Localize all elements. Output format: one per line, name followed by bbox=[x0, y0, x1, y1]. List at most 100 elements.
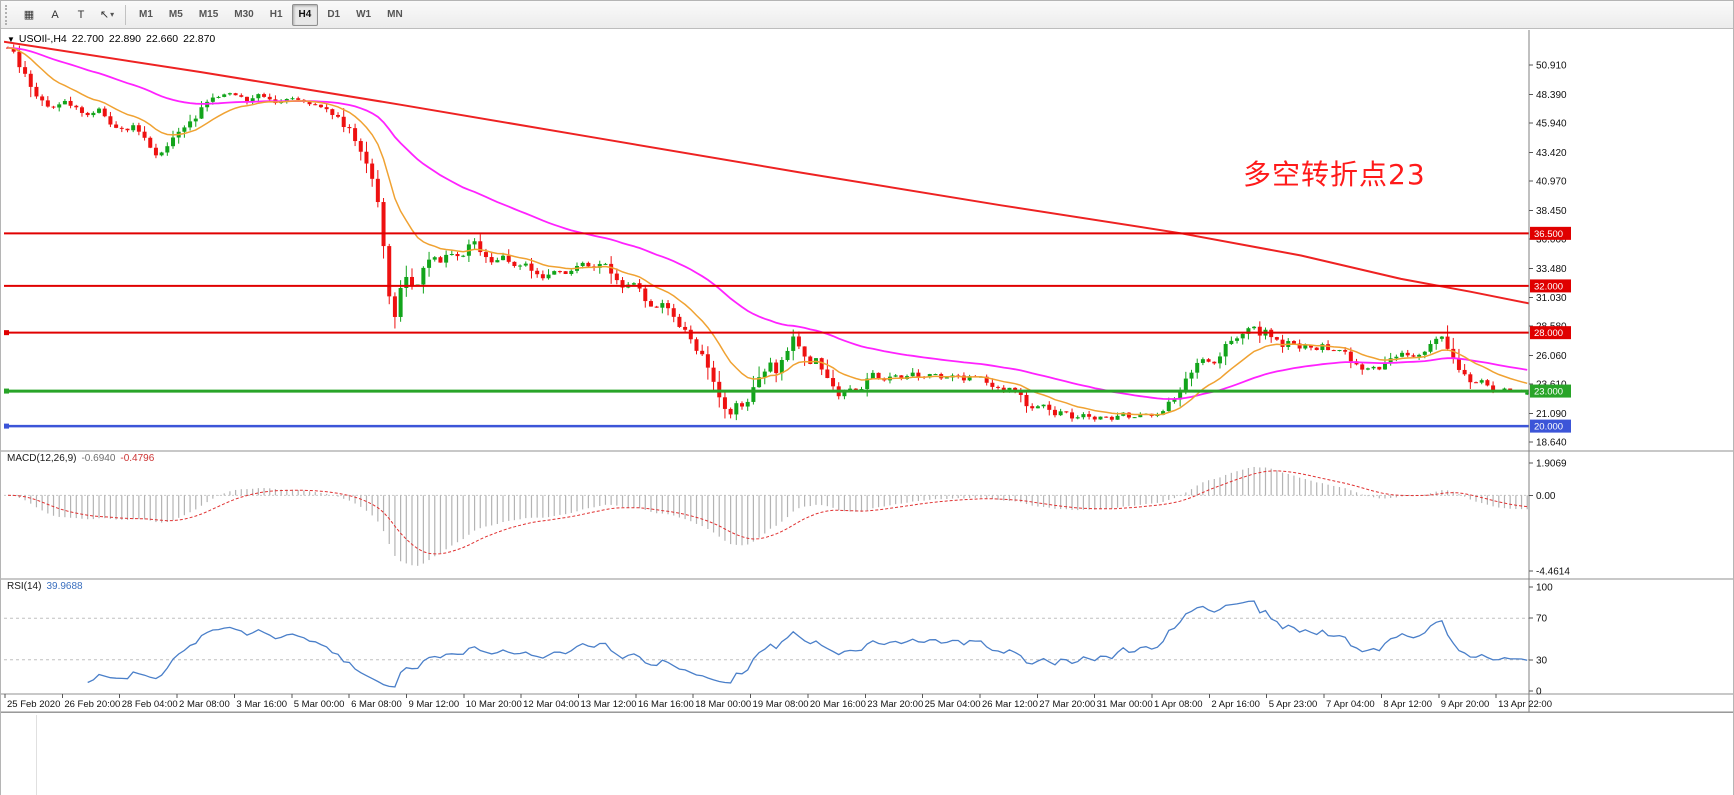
candle bbox=[1439, 336, 1444, 342]
candle bbox=[802, 346, 807, 366]
candle bbox=[870, 370, 875, 380]
candle bbox=[193, 115, 198, 127]
candle bbox=[563, 271, 568, 275]
crosshair-tool[interactable]: ↖ ▾ bbox=[99, 9, 115, 21]
candle bbox=[250, 95, 255, 105]
svg-text:32.000: 32.000 bbox=[1534, 281, 1563, 292]
timeframe-button-h4[interactable]: H4 bbox=[291, 3, 319, 26]
candle bbox=[808, 355, 813, 365]
x-axis-label: 26 Feb 20:00 bbox=[64, 699, 120, 710]
candle bbox=[182, 125, 187, 138]
toolbar-grip[interactable] bbox=[5, 4, 12, 25]
candle bbox=[330, 108, 335, 120]
toolbar-separator bbox=[125, 4, 126, 25]
candle bbox=[518, 264, 523, 270]
timeframe-button-mn[interactable]: MN bbox=[387, 9, 403, 20]
x-axis-label: 18 Mar 00:00 bbox=[695, 699, 751, 710]
x-axis-label: 28 Feb 04:00 bbox=[122, 699, 178, 710]
candle bbox=[540, 270, 545, 281]
candle bbox=[381, 197, 386, 259]
candle bbox=[1126, 412, 1131, 420]
chart-window[interactable]: 50.910 48.390 45.940 43.420 40.970 38.450 36.0… bbox=[1, 29, 1733, 795]
annotation-text[interactable]: 多空转折点23 bbox=[1243, 158, 1426, 191]
hline-left-marker[interactable] bbox=[4, 330, 9, 336]
x-axis-label: 16 Mar 16:00 bbox=[638, 699, 694, 710]
candle bbox=[273, 95, 278, 105]
macd-axis-label: -4.4614 bbox=[1536, 567, 1570, 578]
ohlc-low: 22.660 bbox=[146, 33, 179, 45]
candle bbox=[893, 374, 898, 378]
candle bbox=[688, 325, 693, 344]
bottom-strip-divider bbox=[36, 715, 37, 795]
candle bbox=[262, 92, 267, 98]
timeframe-button-d1[interactable]: D1 bbox=[327, 9, 341, 20]
main-price-pane[interactable] bbox=[4, 40, 1529, 429]
candle bbox=[427, 251, 432, 277]
candle bbox=[404, 265, 409, 297]
candle bbox=[1087, 410, 1092, 420]
x-axis-label: 8 Apr 12:00 bbox=[1383, 699, 1432, 710]
x-axis-label: 20 Mar 16:00 bbox=[810, 699, 866, 710]
hline-left-marker[interactable] bbox=[4, 388, 9, 394]
x-axis-label: 25 Feb 2020 bbox=[7, 699, 60, 710]
slow-ma-line bbox=[4, 40, 1529, 305]
candle bbox=[671, 303, 676, 323]
x-axis-label: 19 Mar 08:00 bbox=[753, 699, 809, 710]
x-axis-label: 9 Apr 20:00 bbox=[1441, 699, 1490, 710]
timeframe-button-m15[interactable]: M15 bbox=[198, 9, 219, 20]
candle bbox=[318, 104, 323, 109]
candle bbox=[336, 112, 341, 119]
timeframe-button-m30[interactable]: M30 bbox=[234, 9, 254, 20]
candle bbox=[1240, 332, 1245, 345]
candle bbox=[1189, 369, 1194, 387]
candle bbox=[114, 121, 119, 129]
macd-pane bbox=[4, 466, 1529, 566]
candle bbox=[1035, 405, 1040, 409]
candle bbox=[757, 366, 762, 388]
one-click-trading-toggle[interactable]: ▼ bbox=[7, 35, 15, 44]
candle bbox=[233, 92, 238, 96]
candle bbox=[1337, 349, 1342, 352]
rsi-name: RSI(14) bbox=[7, 581, 42, 592]
candle bbox=[1024, 390, 1029, 413]
timeframe-button-h1[interactable]: H1 bbox=[269, 9, 283, 20]
x-axis-label: 13 Mar 12:00 bbox=[581, 699, 637, 710]
candle bbox=[546, 269, 551, 280]
candle bbox=[1041, 404, 1046, 409]
candle bbox=[1525, 392, 1529, 396]
candle bbox=[153, 143, 158, 159]
candle bbox=[1081, 412, 1086, 420]
candle bbox=[1098, 416, 1103, 420]
candle bbox=[1064, 411, 1069, 414]
text-frame-tool[interactable]: T bbox=[77, 8, 85, 21]
chart-grid-tool[interactable]: ▦ bbox=[23, 9, 35, 21]
candle bbox=[79, 105, 84, 117]
svg-text:20.000: 20.000 bbox=[1534, 422, 1563, 433]
candle bbox=[1200, 357, 1205, 366]
rsi-axis-label: 70 bbox=[1536, 614, 1548, 625]
timeframe-button-m5[interactable]: M5 bbox=[168, 9, 183, 20]
candle bbox=[512, 261, 517, 268]
candle bbox=[1229, 336, 1234, 345]
candle bbox=[683, 321, 688, 334]
candle bbox=[1400, 350, 1405, 358]
y-axis-tick-label: 38.450 bbox=[1536, 206, 1567, 217]
x-axis-label: 27 Mar 20:00 bbox=[1039, 699, 1095, 710]
hline-left-marker[interactable] bbox=[4, 423, 9, 429]
candle bbox=[364, 141, 369, 174]
candle bbox=[1297, 339, 1302, 352]
candle bbox=[296, 96, 301, 101]
candle bbox=[523, 261, 528, 267]
timeframe-button-w1[interactable]: W1 bbox=[356, 9, 372, 20]
timeframe-button-m1[interactable]: M1 bbox=[139, 9, 153, 20]
tool-buttons-group: ▦ A T ↖ ▾ bbox=[16, 4, 120, 26]
candle bbox=[392, 292, 397, 329]
candle bbox=[432, 256, 437, 262]
candle bbox=[347, 124, 352, 134]
candle bbox=[603, 262, 608, 265]
text-label-tool[interactable]: A bbox=[51, 8, 59, 21]
chart-canvas[interactable]: 50.910 48.390 45.940 43.420 40.970 38.450 36.0… bbox=[1, 29, 1733, 794]
macd-signal-value: -0.4796 bbox=[120, 453, 155, 464]
timeframe-buttons-group: M1 M5 M15 M30 H1 H4 D1 W1 MN bbox=[131, 3, 411, 26]
